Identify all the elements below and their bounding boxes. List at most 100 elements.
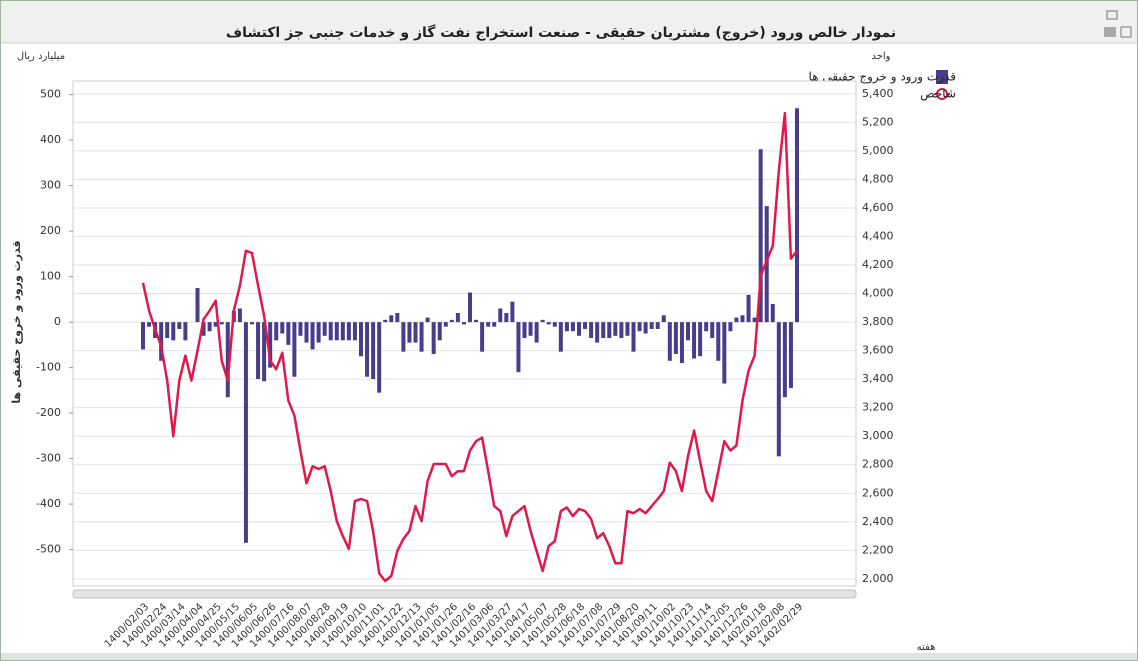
bar (474, 319, 479, 323)
bar (219, 322, 224, 325)
bar (401, 322, 406, 352)
y-tick-label: -300 (36, 452, 61, 465)
bar (788, 322, 793, 389)
bar (389, 315, 394, 323)
bar (637, 322, 642, 332)
bar (395, 313, 400, 323)
bar (728, 322, 733, 332)
bar (589, 322, 594, 339)
bar (516, 322, 521, 373)
bar (195, 288, 200, 323)
bar (558, 322, 563, 352)
bar (698, 322, 703, 357)
bar (274, 322, 279, 341)
bar (679, 322, 684, 364)
bar (595, 322, 600, 343)
bar (141, 322, 145, 350)
bar (692, 322, 697, 359)
bar (425, 317, 430, 323)
bar (334, 322, 339, 341)
bar (746, 294, 751, 323)
bar (352, 322, 357, 341)
bar (262, 322, 267, 382)
y-tick-label: 300 (40, 179, 61, 192)
plot-area (72, 80, 857, 587)
bar (667, 322, 672, 361)
bar (619, 322, 624, 339)
y-tick-label: -200 (36, 406, 61, 419)
bar (758, 149, 763, 323)
y2-tick-label: 3,400 (862, 372, 894, 385)
bar (365, 322, 370, 377)
y2-tick-label: 3,800 (862, 315, 894, 328)
bar (237, 308, 242, 323)
scrollbar[interactable] (72, 589, 857, 599)
bar (371, 322, 376, 379)
maximize-icon[interactable] (1120, 26, 1132, 38)
bar (316, 322, 321, 343)
bar (716, 322, 721, 361)
bar (377, 322, 382, 393)
bar (649, 322, 654, 329)
print-icon[interactable] (1104, 27, 1116, 37)
bar (171, 322, 176, 341)
bar (449, 319, 454, 323)
bar (764, 206, 769, 323)
bar (304, 322, 309, 343)
bar (776, 322, 781, 457)
bar (655, 322, 660, 329)
y2-unit: واحد (871, 51, 890, 62)
bar (673, 322, 678, 354)
bar (546, 322, 551, 325)
title-bar (1, 1, 1137, 43)
bar (213, 322, 218, 327)
y2-tick-label: 5,000 (862, 144, 894, 157)
legend-label: شاخص (920, 87, 956, 102)
bar (286, 322, 291, 345)
bar (480, 322, 485, 352)
bar (613, 322, 618, 336)
bar (498, 308, 503, 323)
y2-tick-label: 2,200 (862, 543, 894, 556)
line (141, 111, 798, 583)
y2-tick-label: 4,000 (862, 287, 894, 300)
bar (225, 322, 230, 398)
minimize-icon[interactable] (1106, 10, 1118, 20)
bar (461, 322, 466, 325)
bar (177, 322, 182, 329)
bar (631, 322, 636, 352)
y2-tick-label: 5,400 (862, 87, 894, 100)
bar (504, 313, 509, 323)
bar (147, 322, 152, 327)
bar (770, 303, 775, 323)
bar (570, 322, 575, 332)
bar (310, 322, 315, 350)
bar (686, 322, 690, 341)
bar (431, 322, 436, 354)
bar (740, 315, 745, 323)
bar (280, 322, 285, 334)
bar (340, 322, 345, 341)
bar (250, 322, 254, 325)
y2-tick-label: 3,000 (862, 429, 894, 442)
bar (534, 322, 539, 343)
y-tick-label: 500 (40, 88, 61, 101)
bar (407, 322, 412, 343)
legend-swatch (936, 88, 948, 100)
bar (256, 322, 261, 379)
bar (419, 322, 424, 352)
bar (552, 322, 557, 327)
bar (752, 317, 757, 323)
legend-swatch (936, 70, 948, 84)
bar (583, 322, 588, 329)
bar (492, 322, 497, 327)
bar (468, 292, 472, 323)
y-tick-label: -500 (36, 543, 61, 556)
bar (734, 317, 739, 323)
bar (183, 322, 188, 341)
y-axis-title: قدرت ورود و خروج حقیقی ها (10, 240, 24, 403)
y2-tick-label: 2,800 (862, 458, 894, 471)
chart-title: نمودار خالص ورود (خروج) مشتریان حقیقی - … (226, 24, 896, 41)
